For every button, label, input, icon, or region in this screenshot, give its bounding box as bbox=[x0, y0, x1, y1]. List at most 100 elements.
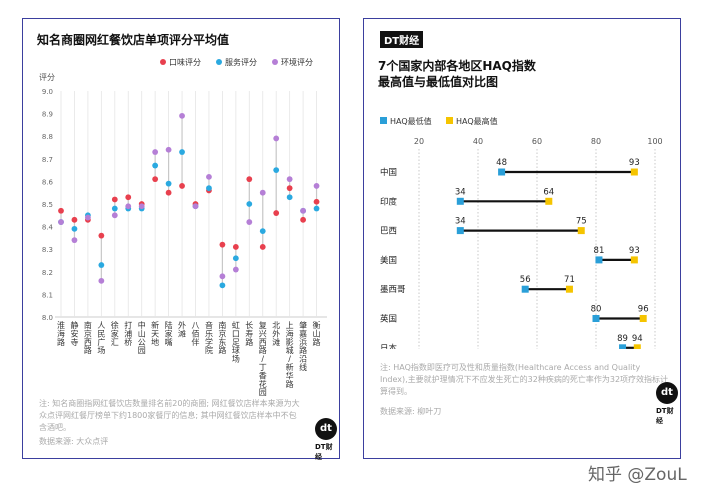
x-tick-label: 肇嘉浜路沿线 bbox=[299, 320, 307, 372]
x-tick-label: 外滩 bbox=[178, 320, 186, 338]
score-point bbox=[286, 176, 293, 183]
score-point bbox=[273, 167, 280, 173]
left-dt-logo: dt bbox=[315, 418, 337, 440]
left-chart-panel: 知名商圈网红餐饮店单项评分平均值 评分 8.0 8.1 8.2 8.3 8.4 8.5 8.6… bbox=[22, 18, 340, 461]
right-dt-logo-label: DT财经 bbox=[656, 407, 674, 425]
x-tick-label-top: 100 bbox=[647, 137, 662, 146]
legend-label-min: HAQ最低值 bbox=[390, 116, 432, 126]
score-point bbox=[179, 183, 185, 189]
legend-marker bbox=[160, 59, 166, 65]
haq-max-point bbox=[639, 315, 647, 322]
haq-max-point bbox=[630, 168, 638, 176]
x-tick-label: 虹口足球场 bbox=[232, 321, 240, 364]
country-label: 印度 bbox=[380, 196, 398, 207]
score-point bbox=[152, 162, 159, 169]
right-chart-source: 数据来源: 柳叶刀 bbox=[380, 407, 442, 416]
y-tick-label: 8.6 bbox=[42, 178, 54, 186]
haq-min-point bbox=[595, 256, 603, 264]
y-tick-label: 8.3 bbox=[42, 246, 53, 254]
legend-marker-min bbox=[380, 117, 387, 124]
score-point bbox=[259, 228, 266, 235]
country-label: 日本 bbox=[380, 343, 398, 349]
score-point bbox=[179, 112, 185, 119]
x-tick-label: 新天地 bbox=[151, 320, 159, 347]
score-point bbox=[232, 255, 239, 262]
score-point bbox=[98, 277, 105, 284]
score-point bbox=[206, 185, 212, 192]
legend-marker-max bbox=[446, 117, 453, 124]
haq-min-point bbox=[521, 285, 529, 293]
score-point bbox=[125, 194, 132, 201]
score-point bbox=[152, 176, 159, 183]
score-point bbox=[165, 146, 172, 153]
score-point bbox=[286, 194, 293, 201]
score-point bbox=[273, 210, 280, 216]
haq-min-point bbox=[498, 168, 506, 176]
haq-min-label: 34 bbox=[455, 187, 466, 197]
country-label: 英国 bbox=[380, 314, 397, 325]
haq-max-point bbox=[577, 227, 585, 235]
x-tick-label: 人民广场 bbox=[97, 321, 105, 355]
score-point bbox=[58, 207, 64, 214]
haq-min-point bbox=[456, 227, 464, 235]
score-point bbox=[232, 266, 239, 273]
x-tick-label: 中山公园 bbox=[138, 320, 146, 355]
country-label: 墨西哥 bbox=[380, 285, 406, 295]
score-point bbox=[300, 207, 306, 214]
score-point bbox=[286, 185, 293, 192]
y-tick-label: 8.5 bbox=[42, 201, 53, 209]
left-dt-logo-label: DT财经 bbox=[315, 443, 333, 461]
right-chart-panel: DT财经 7个国家内部各地区HAQ指数 最高值与最低值对比图 HAQ最低值 HAQ… bbox=[363, 18, 681, 459]
score-point bbox=[259, 189, 266, 196]
zhihu-watermark: 知乎 @ZouL bbox=[588, 465, 687, 485]
left-chart-title: 知名商圈网红餐饮店单项评分平均值 bbox=[37, 33, 230, 47]
score-point bbox=[232, 244, 239, 250]
score-point bbox=[98, 232, 105, 239]
country-label: 中国 bbox=[380, 167, 397, 178]
haq-min-label: 80 bbox=[591, 305, 602, 315]
right-chart-title-line1: 7个国家内部各地区HAQ指数 bbox=[378, 59, 536, 73]
x-tick-label: 上海影城/新华路 bbox=[286, 321, 294, 389]
haq-max-label: 96 bbox=[638, 305, 649, 315]
score-point bbox=[246, 219, 253, 225]
right-dt-logo: dt bbox=[656, 382, 678, 404]
right-chart-note: 注: HAQ指数即医疗可及性和质量指数(Healthcare Access an… bbox=[380, 363, 669, 396]
haq-max-point bbox=[545, 197, 553, 205]
right-dt-badge: DT财经 bbox=[380, 31, 424, 48]
haq-max-point bbox=[633, 344, 641, 349]
score-point bbox=[71, 225, 78, 232]
score-point bbox=[152, 149, 159, 155]
score-point bbox=[259, 244, 266, 250]
right-chart-title-line2: 最高值与最低值对比图 bbox=[378, 75, 499, 89]
x-tick-label: 长寿路 bbox=[245, 320, 253, 347]
score-point bbox=[246, 201, 253, 207]
x-tick-label: 音乐学院 bbox=[205, 320, 213, 355]
x-tick-label: 复兴西路/丁香花园 bbox=[259, 320, 267, 397]
score-point bbox=[165, 180, 172, 187]
haq-max-label: 93 bbox=[629, 158, 640, 168]
haq-min-label: 89 bbox=[617, 334, 628, 344]
haq-min-point bbox=[456, 197, 464, 205]
score-point bbox=[313, 183, 320, 189]
x-tick-label-top: 40 bbox=[473, 137, 483, 146]
score-point bbox=[98, 262, 105, 268]
score-point bbox=[165, 189, 172, 196]
y-tick-label: 9.0 bbox=[42, 88, 53, 96]
haq-max-label: 75 bbox=[576, 217, 587, 227]
legend-marker bbox=[272, 59, 278, 65]
score-point bbox=[85, 214, 91, 221]
score-point bbox=[192, 203, 199, 210]
y-tick-label: 8.8 bbox=[42, 133, 53, 141]
legend-label: 环境评分 bbox=[281, 57, 313, 67]
x-tick-label: 南京西路 bbox=[84, 320, 92, 355]
x-tick-label: 徐家汇 bbox=[111, 320, 119, 347]
haq-min-label: 81 bbox=[594, 246, 605, 256]
x-tick-label: 南京东路 bbox=[218, 320, 226, 355]
haq-max-point bbox=[565, 285, 573, 293]
left-chart-source: 数据来源: 大众点评 bbox=[39, 437, 109, 446]
y-tick-label: 8.1 bbox=[42, 291, 53, 299]
x-tick-label: 陆家嘴 bbox=[165, 320, 173, 347]
score-point bbox=[246, 176, 253, 183]
score-point bbox=[179, 149, 185, 155]
haq-max-label: 71 bbox=[564, 275, 575, 285]
